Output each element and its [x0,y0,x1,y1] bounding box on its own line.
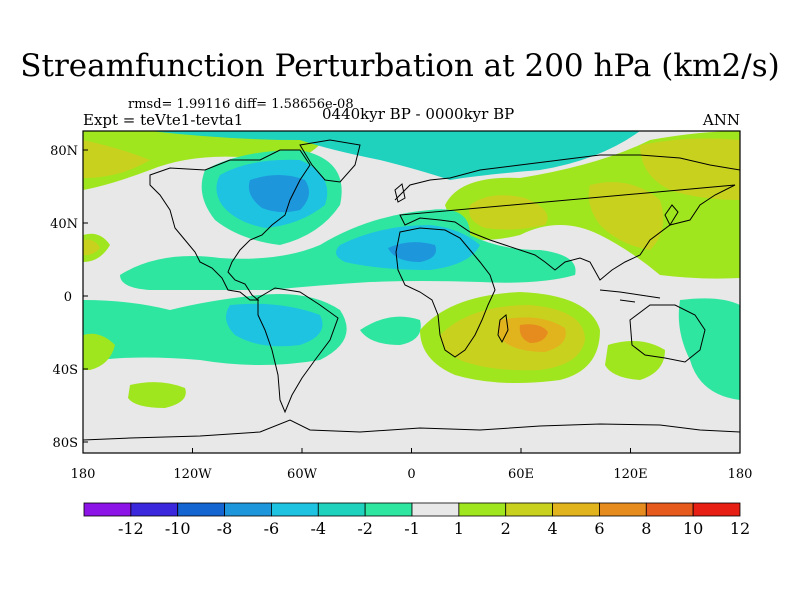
colorbar-swatch-7 [411,502,460,517]
colorbar-swatch-13 [692,502,741,517]
colorbar-label-9: 4 [547,519,557,538]
colorbar-swatch-4 [271,502,319,517]
lat-label-80n: 80N [50,144,78,159]
coast-uk [394,183,406,203]
longitude-axis: 180 120W 60W 0 60E 120E 180 [71,448,753,482]
lon-label-180w: 180 [71,467,96,482]
colorbar-label-4: -4 [310,519,326,538]
lon-label-180e: 180 [728,467,753,482]
colorbar-label-1: -10 [165,519,191,538]
field-contour-north-pacific-positive [83,131,330,190]
coast-australia [629,304,706,363]
colorbar-label-7: 1 [454,519,464,538]
coast-north-america [149,149,311,301]
field-contour-indian-south-plus1 [605,341,665,380]
colorbar-swatch-6 [364,502,413,517]
experiment-label: Expt = teVte1-tevta1 [83,111,244,129]
colorbar-swatch-3 [224,502,272,517]
field-contour-north-pacific-positive-inner [83,140,150,178]
coastlines [83,139,740,441]
colorbar-label-6: -1 [404,519,420,538]
colorbar-swatch-11 [599,502,647,517]
coast-indonesia [599,289,661,303]
coast-japan [664,204,679,227]
coast-africa [395,227,496,358]
field-contour-south-pacific-plus1 [128,382,186,408]
field-contour-northeast-asia-4 [640,138,740,200]
latitude-axis: 80N 40N 0 40S 80S [50,144,88,451]
coast-madagascar [497,314,509,344]
field-contour-north-africa-minus6 [388,242,436,262]
colorbar: -12 -10 -8 -6 -4 -2 -1 1 2 4 6 8 10 12 [83,502,750,538]
field-contour-dateline-north-plus4 [83,239,100,256]
colorbar-label-3: -6 [264,519,280,538]
lon-label-0: 0 [407,467,415,482]
rmsd-value: rmsd= 1.99116 [128,97,231,112]
coast-south-america [257,287,339,414]
diff-value: diff= 1.58656e-08 [234,97,354,112]
field-contour-south-pacific-minus2 [226,303,323,347]
map-title: Streamfunction Perturbation at 200 hPa (… [20,48,780,84]
coast-antarctica [83,419,740,441]
colorbar-swatch-1 [130,502,179,517]
lat-label-0: 0 [64,290,72,305]
colorbar-label-0: -12 [118,519,144,538]
lon-label-60e: 60E [508,467,534,482]
stats-line: rmsd= 1.99116 diff= 1.58656e-08 [128,97,354,112]
period-label: 0440kyr BP - 0000kyr BP [322,105,515,123]
colorbar-label-10: 6 [594,519,604,538]
lon-label-120e: 120E [613,467,647,482]
colorbar-swatch-10 [552,502,600,517]
lat-label-80s: 80S [53,436,78,451]
colorbar-label-13: 12 [730,519,750,538]
field-contour-arctic-negative [150,131,640,180]
lat-label-40n: 40N [50,217,78,232]
colorbar-label-5: -2 [357,519,373,538]
colorbar-swatch-12 [645,502,694,517]
lon-label-120w: 120W [173,467,212,482]
coast-greenland [299,139,361,183]
lat-label-40s: 40S [53,363,78,378]
field-contour-indian-ocean-plus8 [519,324,548,343]
colorbar-swatch-5 [317,502,366,517]
field-contour-north-america-minus6 [248,175,309,213]
field-contour-south-atlantic-minus1 [360,316,421,345]
colorbar-label-12: 10 [683,519,703,538]
field-contour-west-pacific-plus1 [83,333,115,370]
colorbar-swatch-2 [177,502,225,517]
colorbar-label-2: -8 [217,519,233,538]
season-label: ANN [702,111,740,129]
colorbar-label-8: 2 [501,519,511,538]
field-layer [83,131,740,453]
colorbar-swatch-9 [505,502,553,517]
coast-europe-asia [394,154,740,281]
colorbar-swatch-8 [458,502,507,517]
colorbar-swatch-0 [83,502,132,517]
lon-label-60w: 60W [287,467,318,482]
field-contour-east-asia-4 [588,182,664,250]
colorbar-label-11: 8 [641,519,651,538]
field-contour-australia-minus1 [678,298,740,400]
